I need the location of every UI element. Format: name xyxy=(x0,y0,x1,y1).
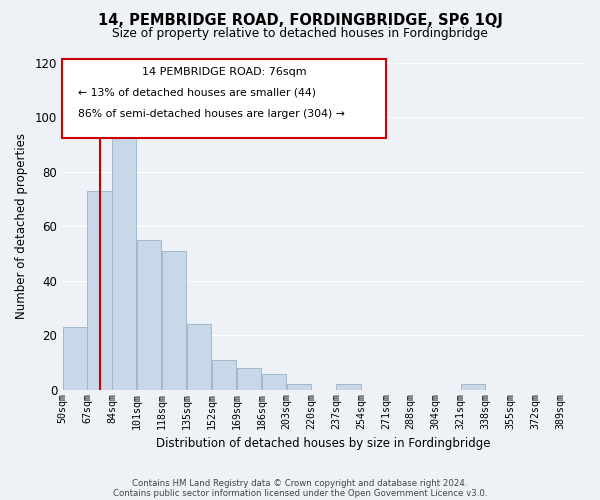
Bar xyxy=(112,130,136,390)
Bar xyxy=(162,250,186,390)
Bar xyxy=(88,190,112,390)
X-axis label: Distribution of detached houses by size in Fordingbridge: Distribution of detached houses by size … xyxy=(157,437,491,450)
Text: Size of property relative to detached houses in Fordingbridge: Size of property relative to detached ho… xyxy=(112,28,488,40)
Bar xyxy=(287,384,311,390)
Text: 86% of semi-detached houses are larger (304) →: 86% of semi-detached houses are larger (… xyxy=(78,110,345,120)
FancyBboxPatch shape xyxy=(62,59,386,138)
Text: ← 13% of detached houses are smaller (44): ← 13% of detached houses are smaller (44… xyxy=(78,88,316,98)
Text: Contains HM Land Registry data © Crown copyright and database right 2024.: Contains HM Land Registry data © Crown c… xyxy=(132,478,468,488)
Bar xyxy=(237,368,261,390)
Bar xyxy=(461,384,485,390)
Bar xyxy=(62,327,87,390)
Bar xyxy=(187,324,211,390)
Text: 14 PEMBRIDGE ROAD: 76sqm: 14 PEMBRIDGE ROAD: 76sqm xyxy=(142,68,307,78)
Text: 14, PEMBRIDGE ROAD, FORDINGBRIDGE, SP6 1QJ: 14, PEMBRIDGE ROAD, FORDINGBRIDGE, SP6 1… xyxy=(98,12,502,28)
Bar xyxy=(212,360,236,390)
Bar xyxy=(337,384,361,390)
Bar xyxy=(137,240,161,390)
Text: Contains public sector information licensed under the Open Government Licence v3: Contains public sector information licen… xyxy=(113,488,487,498)
Y-axis label: Number of detached properties: Number of detached properties xyxy=(15,133,28,319)
Bar xyxy=(262,374,286,390)
